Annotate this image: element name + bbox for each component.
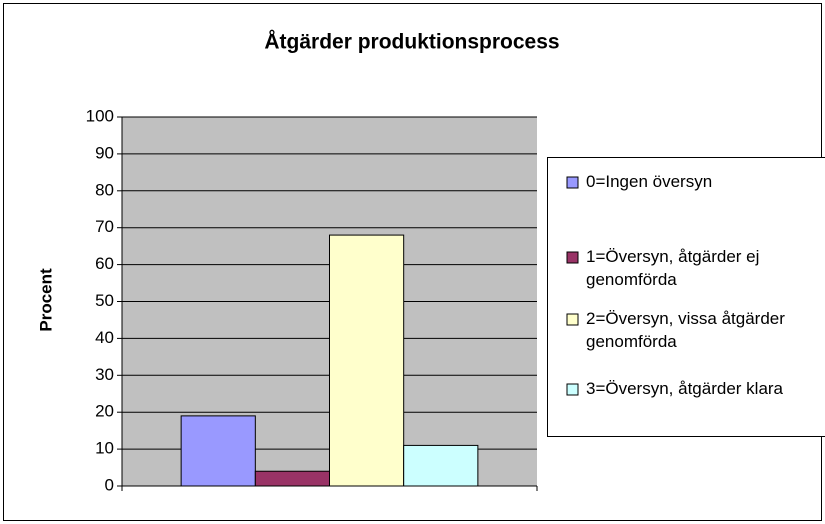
y-tick-label: 20: [95, 402, 114, 421]
y-tick-label: 70: [95, 217, 114, 236]
y-tick-label: 0: [105, 475, 114, 494]
y-tick-label: 80: [95, 180, 114, 199]
legend-box: [547, 157, 825, 437]
y-tick-label: 100: [86, 106, 114, 125]
bar: [403, 444, 479, 487]
legend-swatch: [566, 176, 579, 189]
legend-label: 0=Ingen översyn: [586, 172, 712, 191]
bar: [254, 470, 331, 487]
y-tick-label: 50: [95, 291, 114, 310]
bar: [329, 234, 405, 487]
y-axis-label: Procent: [36, 268, 55, 332]
legend-swatch: [566, 313, 579, 326]
y-tick-label: 30: [95, 365, 114, 384]
legend-swatch: [566, 251, 579, 264]
y-tick-label: 90: [95, 143, 114, 162]
legend-label: 1=Översyn, åtgärder ej genomförda: [586, 247, 759, 289]
legend-label: 2=Översyn, vissa åtgärder genomförda: [586, 309, 785, 351]
chart-title: Åtgärder produktionsprocess: [264, 30, 559, 54]
y-tick-label: 60: [95, 254, 114, 273]
legend-swatch: [566, 383, 579, 396]
bar: [180, 415, 256, 487]
legend-label: 3=Översyn, åtgärder klara: [586, 379, 784, 398]
y-tick-label: 10: [95, 439, 114, 458]
y-tick-label: 40: [95, 328, 114, 347]
